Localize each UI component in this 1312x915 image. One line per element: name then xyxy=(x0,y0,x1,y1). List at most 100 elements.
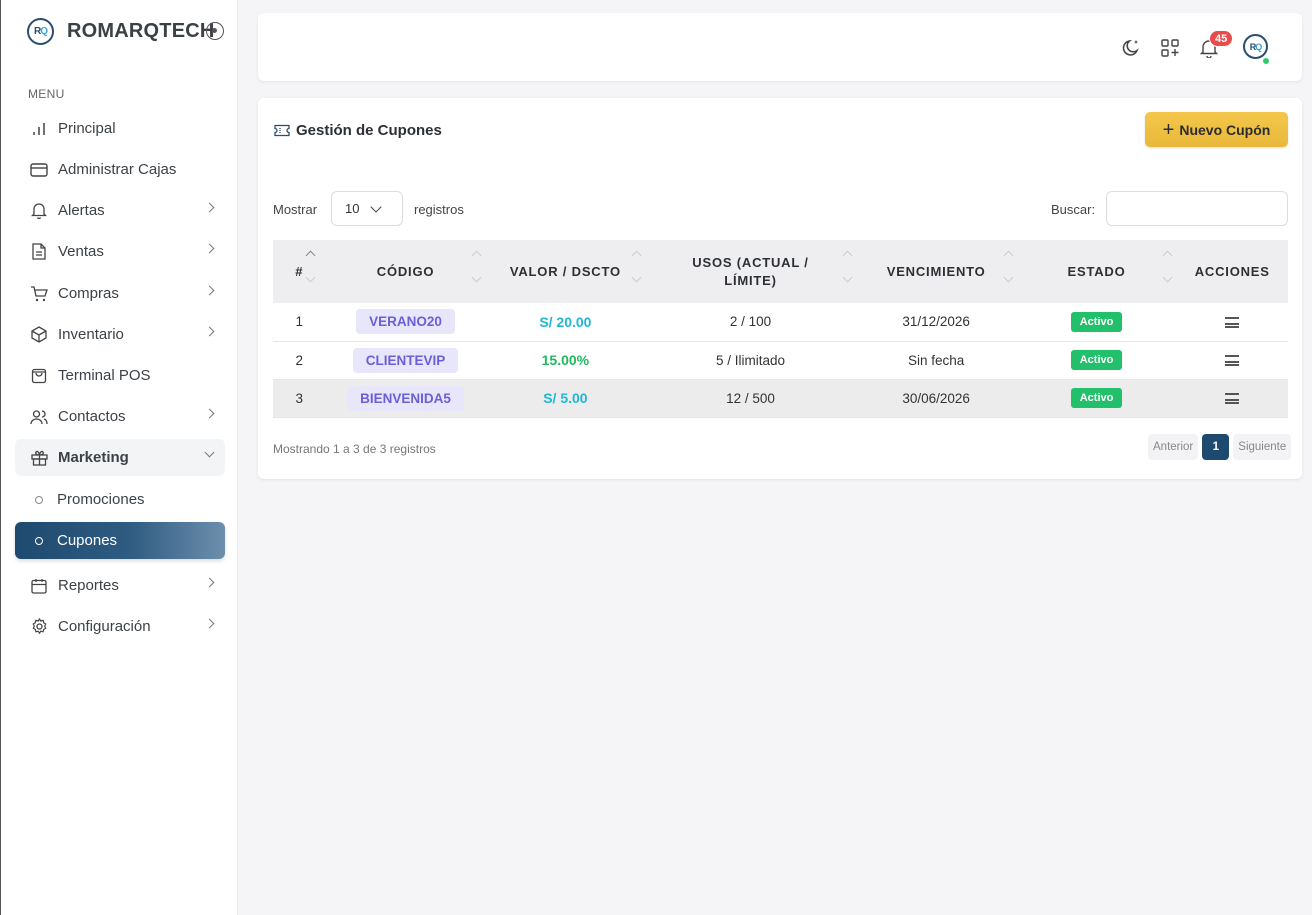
bell-icon xyxy=(30,202,48,220)
coupon-value: 15.00% xyxy=(541,352,590,368)
page-length-value: 10 xyxy=(345,201,360,216)
previous-page-button[interactable]: Anterior xyxy=(1148,434,1199,460)
column-label: USOS (ACTUAL / LÍMITE) xyxy=(692,254,809,288)
row-number: 2 xyxy=(273,341,326,380)
column-header-expiry[interactable]: VENCIMIENTO xyxy=(855,240,1017,303)
calendar-icon xyxy=(30,577,48,595)
table-info-text: Mostrando 1 a 3 de 3 registros xyxy=(273,442,436,456)
column-header-code[interactable]: CÓDIGO xyxy=(325,240,486,303)
sort-icon xyxy=(305,248,315,292)
cart-icon xyxy=(30,285,48,303)
bullet-icon xyxy=(35,536,43,545)
coupons-table: # CÓDIGO VALOR / DSCTO USOS (ACTUAL / LÍ… xyxy=(273,240,1288,418)
coupons-card: Gestión de Cupones + Nuevo Cupón Mostrar… xyxy=(258,98,1302,479)
sidebar-item-reportes[interactable]: Reportes xyxy=(15,567,225,604)
column-header-usage[interactable]: USOS (ACTUAL / LÍMITE) xyxy=(645,240,856,303)
actions-menu-icon[interactable] xyxy=(1225,355,1240,367)
sidebar-subitem-cupones[interactable]: Cupones xyxy=(15,522,225,559)
sidebar-item-label: Terminal POS xyxy=(58,367,151,384)
chevron-down-icon xyxy=(370,201,382,213)
plus-icon: + xyxy=(1162,118,1175,141)
column-label: CÓDIGO xyxy=(376,263,435,279)
chevron-down-icon xyxy=(204,447,215,458)
bar-chart-icon xyxy=(30,120,48,138)
table-row: 1 VERANO20 S/ 20.00 2 / 100 31/12/2026 A… xyxy=(273,303,1288,342)
sidebar-item-compras[interactable]: Compras xyxy=(15,275,225,312)
sidebar-subitem-promociones[interactable]: Promociones xyxy=(15,481,225,518)
document-icon xyxy=(30,243,48,261)
sidebar-item-contactos[interactable]: Contactos xyxy=(15,398,225,435)
box-icon xyxy=(30,326,48,344)
ticket-icon xyxy=(274,124,290,138)
column-label: ACCIONES xyxy=(1194,263,1270,279)
sidebar-item-alertas[interactable]: Alertas xyxy=(15,192,225,229)
coupon-value: S/ 5.00 xyxy=(543,390,588,406)
bullet-icon xyxy=(35,495,43,504)
coupon-usage: 5 / Ilimitado xyxy=(645,341,856,380)
credit-card-icon xyxy=(30,161,48,179)
sidebar-toggle-icon[interactable] xyxy=(206,22,224,40)
sort-icon xyxy=(471,248,481,292)
row-number: 3 xyxy=(273,379,326,418)
coupon-usage: 12 / 500 xyxy=(645,379,856,418)
column-header-value[interactable]: VALOR / DSCTO xyxy=(485,240,646,303)
column-label: # xyxy=(295,263,304,279)
sidebar-item-configuracion[interactable]: Configuración xyxy=(15,608,225,645)
next-page-button[interactable]: Siguiente xyxy=(1233,434,1292,460)
new-coupon-button-label: Nuevo Cupón xyxy=(1179,121,1271,138)
table-row: 3 BIENVENIDA5 S/ 5.00 12 / 500 30/06/202… xyxy=(273,379,1288,418)
sort-icon xyxy=(1162,248,1172,292)
search-input[interactable] xyxy=(1106,191,1288,226)
apps-grid-icon[interactable] xyxy=(1159,37,1181,59)
sidebar-item-label: Inventario xyxy=(58,326,124,343)
show-label: Mostrar xyxy=(273,202,318,217)
search-label: Buscar: xyxy=(1051,202,1096,217)
status-badge: Activo xyxy=(1070,350,1123,370)
sidebar-item-administrar-cajas[interactable]: Administrar Cajas xyxy=(15,151,225,188)
chevron-right-icon xyxy=(204,618,215,629)
users-icon xyxy=(30,408,48,426)
page-title: Gestión de Cupones xyxy=(274,122,442,139)
sidebar-item-label: Principal xyxy=(58,120,116,137)
actions-menu-icon[interactable] xyxy=(1225,393,1240,405)
dark-mode-icon[interactable] xyxy=(1121,37,1143,59)
chevron-right-icon xyxy=(204,285,215,296)
column-header-actions: ACCIONES xyxy=(1176,240,1288,303)
column-header-status[interactable]: ESTADO xyxy=(1016,240,1177,303)
coupon-expiry: 31/12/2026 xyxy=(855,303,1017,342)
coupon-expiry: 30/06/2026 xyxy=(855,379,1017,418)
sidebar-item-label: Ventas xyxy=(58,243,104,260)
menu-heading: MENU xyxy=(28,87,65,101)
column-header-number[interactable]: # xyxy=(273,240,326,303)
sidebar-item-ventas[interactable]: Ventas xyxy=(15,233,225,270)
sidebar-item-label: Configuración xyxy=(58,618,151,635)
sidebar-item-inventario[interactable]: Inventario xyxy=(15,316,225,353)
coupon-expiry: Sin fecha xyxy=(855,341,1017,380)
column-label: ESTADO xyxy=(1067,263,1126,279)
sidebar-item-principal[interactable]: Principal xyxy=(15,110,225,147)
table-header-row: # CÓDIGO VALOR / DSCTO USOS (ACTUAL / LÍ… xyxy=(273,240,1288,303)
sidebar-item-terminal-pos[interactable]: Terminal POS xyxy=(15,357,225,394)
coupon-usage: 2 / 100 xyxy=(645,303,856,342)
chevron-right-icon xyxy=(204,577,215,588)
table-row: 2 CLIENTEVIP 15.00% 5 / Ilimitado Sin fe… xyxy=(273,341,1288,380)
gift-icon xyxy=(30,449,48,467)
sidebar-item-label: Administrar Cajas xyxy=(58,161,177,178)
sidebar-item-marketing[interactable]: Marketing xyxy=(15,439,225,476)
pagination: Anterior 1 Siguiente xyxy=(1148,434,1292,460)
top-bar xyxy=(258,13,1302,81)
page-length-select[interactable]: 10 xyxy=(331,191,403,226)
sidebar-item-label: Marketing xyxy=(58,449,129,466)
page-button-current[interactable]: 1 xyxy=(1202,434,1230,460)
chevron-right-icon xyxy=(204,326,215,337)
shopping-bag-icon xyxy=(30,367,48,385)
sort-icon xyxy=(631,248,641,292)
actions-menu-icon[interactable] xyxy=(1225,317,1240,329)
sidebar-item-label: Alertas xyxy=(58,202,105,219)
column-label: VALOR / DSCTO xyxy=(509,263,621,279)
new-coupon-button[interactable]: + Nuevo Cupón xyxy=(1145,112,1288,147)
